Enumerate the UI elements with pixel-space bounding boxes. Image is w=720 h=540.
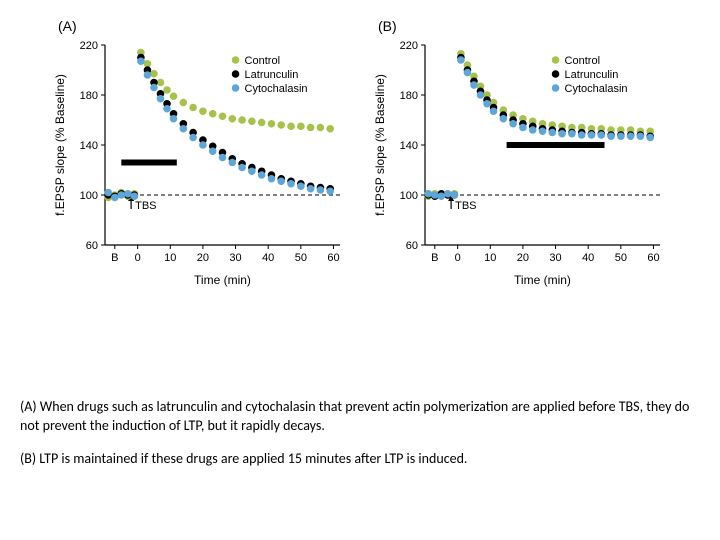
svg-text:B: B <box>431 252 438 264</box>
svg-text:50: 50 <box>615 252 627 264</box>
svg-text:10: 10 <box>484 252 496 264</box>
svg-text:B: B <box>111 252 118 264</box>
panel-b-wrapper: (B) 60100140180220B0102030405060Time (mi… <box>370 30 670 295</box>
svg-text:30: 30 <box>229 252 241 264</box>
svg-text:50: 50 <box>295 252 307 264</box>
svg-text:TBS: TBS <box>135 200 156 212</box>
svg-text:220: 220 <box>80 40 98 52</box>
svg-text:60: 60 <box>86 240 98 252</box>
svg-text:140: 140 <box>80 140 98 152</box>
svg-text:Time (min): Time (min) <box>194 273 251 287</box>
panel-b-chart: 60 100 140 180 220 B 0 10 20 30 40 50 60 Time (min) f.… <box>370 30 670 290</box>
svg-text:TBS: TBS <box>455 200 476 212</box>
svg-text:Cytochalasin: Cytochalasin <box>565 83 628 95</box>
panel-a-label: (A) <box>58 18 77 34</box>
panel-a-chart: 60 100 140 180 220 B 0 10 20 30 40 50 60 Time (min) f.… <box>50 30 350 290</box>
svg-text:180: 180 <box>80 90 98 102</box>
svg-text:Control: Control <box>565 55 600 67</box>
svg-text:220: 220 <box>400 40 418 52</box>
panel-b-label: (B) <box>378 18 397 34</box>
svg-text:30: 30 <box>549 252 561 264</box>
svg-text:140: 140 <box>400 140 418 152</box>
svg-text:10: 10 <box>164 252 176 264</box>
svg-text:60: 60 <box>327 252 339 264</box>
svg-text:Cytochalasin: Cytochalasin <box>245 83 308 95</box>
caption-a: (A) When drugs such as latrunculin and c… <box>20 398 700 436</box>
svg-text:0: 0 <box>455 252 461 264</box>
svg-text:100: 100 <box>80 190 98 202</box>
svg-text:60: 60 <box>406 240 418 252</box>
charts-container: (A) 60100140180220B0102030405060Time (mi… <box>0 0 720 295</box>
svg-text:Time (min): Time (min) <box>514 273 571 287</box>
svg-text:f.EPSP slope (% Baseline): f.EPSP slope (% Baseline) <box>53 74 67 216</box>
svg-text:40: 40 <box>582 252 594 264</box>
panel-a-wrapper: (A) 60100140180220B0102030405060Time (mi… <box>50 30 350 295</box>
svg-text:Control: Control <box>245 55 280 67</box>
svg-text:40: 40 <box>262 252 274 264</box>
svg-text:0: 0 <box>135 252 141 264</box>
svg-text:180: 180 <box>400 90 418 102</box>
svg-text:100: 100 <box>400 190 418 202</box>
svg-text:f.EPSP slope (% Baseline): f.EPSP slope (% Baseline) <box>373 74 387 216</box>
caption-b: (B) LTP is maintained if these drugs are… <box>20 450 700 469</box>
svg-text:60: 60 <box>647 252 659 264</box>
svg-text:20: 20 <box>197 252 209 264</box>
svg-text:Latrunculin: Latrunculin <box>245 69 299 81</box>
svg-text:20: 20 <box>517 252 529 264</box>
svg-text:Latrunculin: Latrunculin <box>565 69 619 81</box>
